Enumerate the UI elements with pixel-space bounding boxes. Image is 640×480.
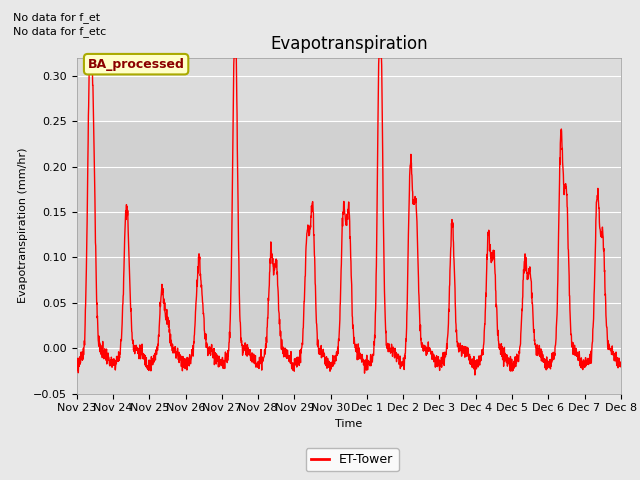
- Title: Evapotranspiration: Evapotranspiration: [270, 35, 428, 53]
- Bar: [77, 121, 621, 348]
- Text: No data for f_et: No data for f_et: [13, 12, 100, 23]
- Text: No data for f_etc: No data for f_etc: [13, 26, 106, 37]
- Y-axis label: Evapotranspiration (mm/hr): Evapotranspiration (mm/hr): [17, 148, 28, 303]
- X-axis label: Time: Time: [335, 419, 362, 429]
- Text: BA_processed: BA_processed: [88, 58, 184, 71]
- Legend: ET-Tower: ET-Tower: [305, 448, 399, 471]
